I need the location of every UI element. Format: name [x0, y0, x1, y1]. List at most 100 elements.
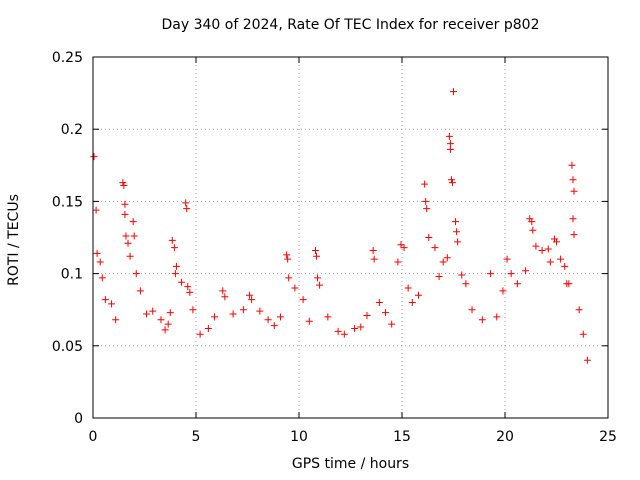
data-point — [119, 179, 127, 187]
data-point — [445, 132, 453, 140]
data-point — [172, 262, 180, 270]
data-point — [204, 324, 212, 332]
data-point — [211, 313, 219, 321]
data-point — [478, 316, 486, 324]
data-point — [487, 270, 495, 278]
data-point — [291, 284, 299, 292]
data-point — [314, 274, 322, 282]
y-tick-label: 0.15 — [52, 194, 83, 210]
data-point — [239, 306, 247, 314]
data-point — [394, 258, 402, 266]
data-point — [446, 145, 454, 153]
data-point — [186, 288, 194, 296]
data-point — [90, 153, 98, 161]
data-point — [375, 298, 383, 306]
y-tick-label: 0.25 — [52, 50, 83, 66]
data-point — [276, 313, 284, 321]
data-point — [546, 258, 554, 266]
data-point — [270, 322, 278, 330]
data-point — [248, 296, 256, 304]
data-point — [404, 284, 412, 292]
data-point — [414, 291, 422, 299]
data-point — [568, 161, 576, 169]
data-point — [421, 180, 429, 188]
data-point — [507, 270, 515, 278]
data-point — [221, 293, 229, 301]
data-point — [447, 176, 455, 184]
data-point — [120, 182, 128, 190]
data-point — [570, 187, 578, 195]
data-point — [143, 310, 151, 318]
data-point — [462, 280, 470, 288]
y-tick-label: 0.2 — [61, 122, 83, 138]
data-point — [101, 296, 109, 304]
data-point — [168, 236, 176, 244]
data-point — [196, 330, 204, 338]
data-point — [439, 258, 447, 266]
x-tick-label: 15 — [393, 429, 411, 445]
data-point — [503, 255, 511, 263]
data-point — [513, 280, 521, 288]
data-point — [565, 280, 573, 288]
data-point — [264, 316, 272, 324]
data-point — [149, 307, 157, 315]
x-axis-label: GPS time / hours — [291, 456, 410, 472]
grid-lines — [93, 57, 608, 418]
data-point — [453, 228, 461, 236]
x-tick-label: 25 — [599, 429, 617, 445]
data-point — [532, 242, 540, 250]
data-point — [452, 218, 460, 226]
data-point — [170, 244, 178, 252]
data-point — [400, 244, 408, 252]
data-point — [178, 278, 186, 286]
data-point — [557, 255, 565, 263]
data-point — [122, 232, 130, 240]
data-point — [136, 287, 144, 295]
data-point — [351, 324, 359, 332]
data-point — [529, 226, 537, 234]
data-point — [256, 307, 264, 315]
data-point — [324, 313, 332, 321]
data-point — [130, 232, 138, 240]
data-point — [157, 316, 165, 324]
y-tick-label: 0.05 — [52, 339, 83, 355]
data-point — [121, 200, 129, 208]
data-point — [284, 255, 292, 263]
axis-ticks: 0 5 10 15 20 25 0 0.05 0.1 0.15 0.2 0.25 — [52, 50, 617, 445]
data-point — [311, 246, 319, 254]
data-point — [468, 306, 476, 314]
data-point — [246, 291, 254, 299]
chart-title: Day 340 of 2024, Rate Of TEC Index for r… — [161, 17, 540, 33]
data-points — [90, 88, 591, 364]
data-point — [124, 239, 132, 247]
data-point — [229, 310, 237, 318]
data-point — [283, 251, 291, 259]
data-point — [528, 218, 536, 226]
data-point — [305, 317, 313, 325]
data-point — [340, 330, 348, 338]
data-point — [129, 218, 137, 226]
data-point — [561, 262, 569, 270]
data-point — [92, 206, 100, 214]
data-point — [423, 205, 431, 213]
x-tick-label: 0 — [89, 429, 98, 445]
data-point — [431, 244, 439, 252]
data-point — [499, 287, 507, 295]
data-point — [493, 313, 501, 321]
data-point — [522, 267, 530, 275]
data-point — [164, 320, 172, 328]
plot-frame — [92, 56, 609, 419]
data-point — [583, 356, 591, 364]
data-point — [112, 316, 120, 324]
data-point — [408, 298, 416, 306]
data-point — [334, 327, 342, 335]
data-point — [219, 287, 227, 295]
data-point — [579, 330, 587, 338]
data-point — [357, 323, 365, 331]
data-point — [575, 306, 583, 314]
data-point — [121, 210, 129, 218]
data-point — [184, 283, 192, 291]
data-point — [422, 197, 430, 205]
data-point — [570, 231, 578, 239]
data-point — [569, 176, 577, 184]
